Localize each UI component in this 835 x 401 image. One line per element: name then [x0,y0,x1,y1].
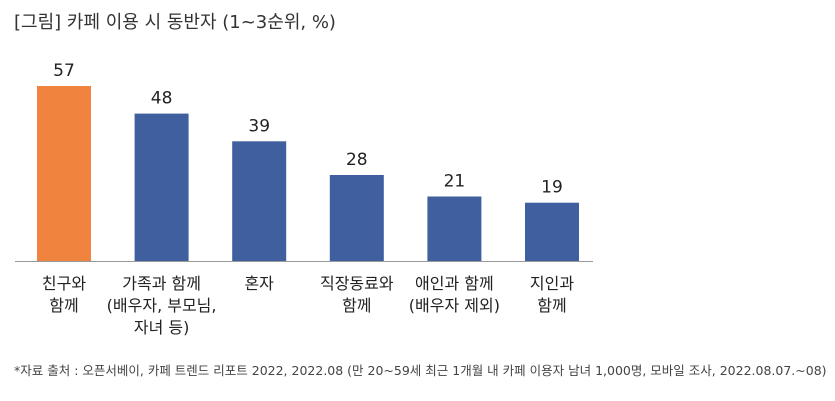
footnote: *자료 출처 : 오픈서베이, 카페 트렌드 리포트 2022, 2022.08… [14,363,827,378]
data-label-6: 19 [541,178,563,198]
category-label-5: 애인과 함께 (배우자 제외) [408,274,500,315]
category-label-2: 가족과 함께 (배우자, 부모님, 자녀 등) [106,274,217,337]
category-label-4: 직장동료와 함께 [319,274,394,315]
chart-title: [그림] 카페 이용 시 동반자 (1~3순위, %) [14,12,336,33]
bar-3 [232,141,287,261]
bar-5 [427,196,482,261]
data-label-1: 57 [53,61,75,81]
category-label-3: 혼자 [244,274,274,293]
category-label-6: 지인과 함께 [529,274,575,315]
data-label-3: 39 [248,116,270,136]
data-label-5: 21 [444,172,466,192]
bar-2 [134,113,189,261]
bar-6 [525,202,579,261]
category-label-1: 친구와 함께 [41,274,87,315]
bar-4 [329,175,384,261]
data-label-4: 28 [346,150,368,170]
data-label-2: 48 [151,89,173,109]
bar-1 [37,86,91,261]
